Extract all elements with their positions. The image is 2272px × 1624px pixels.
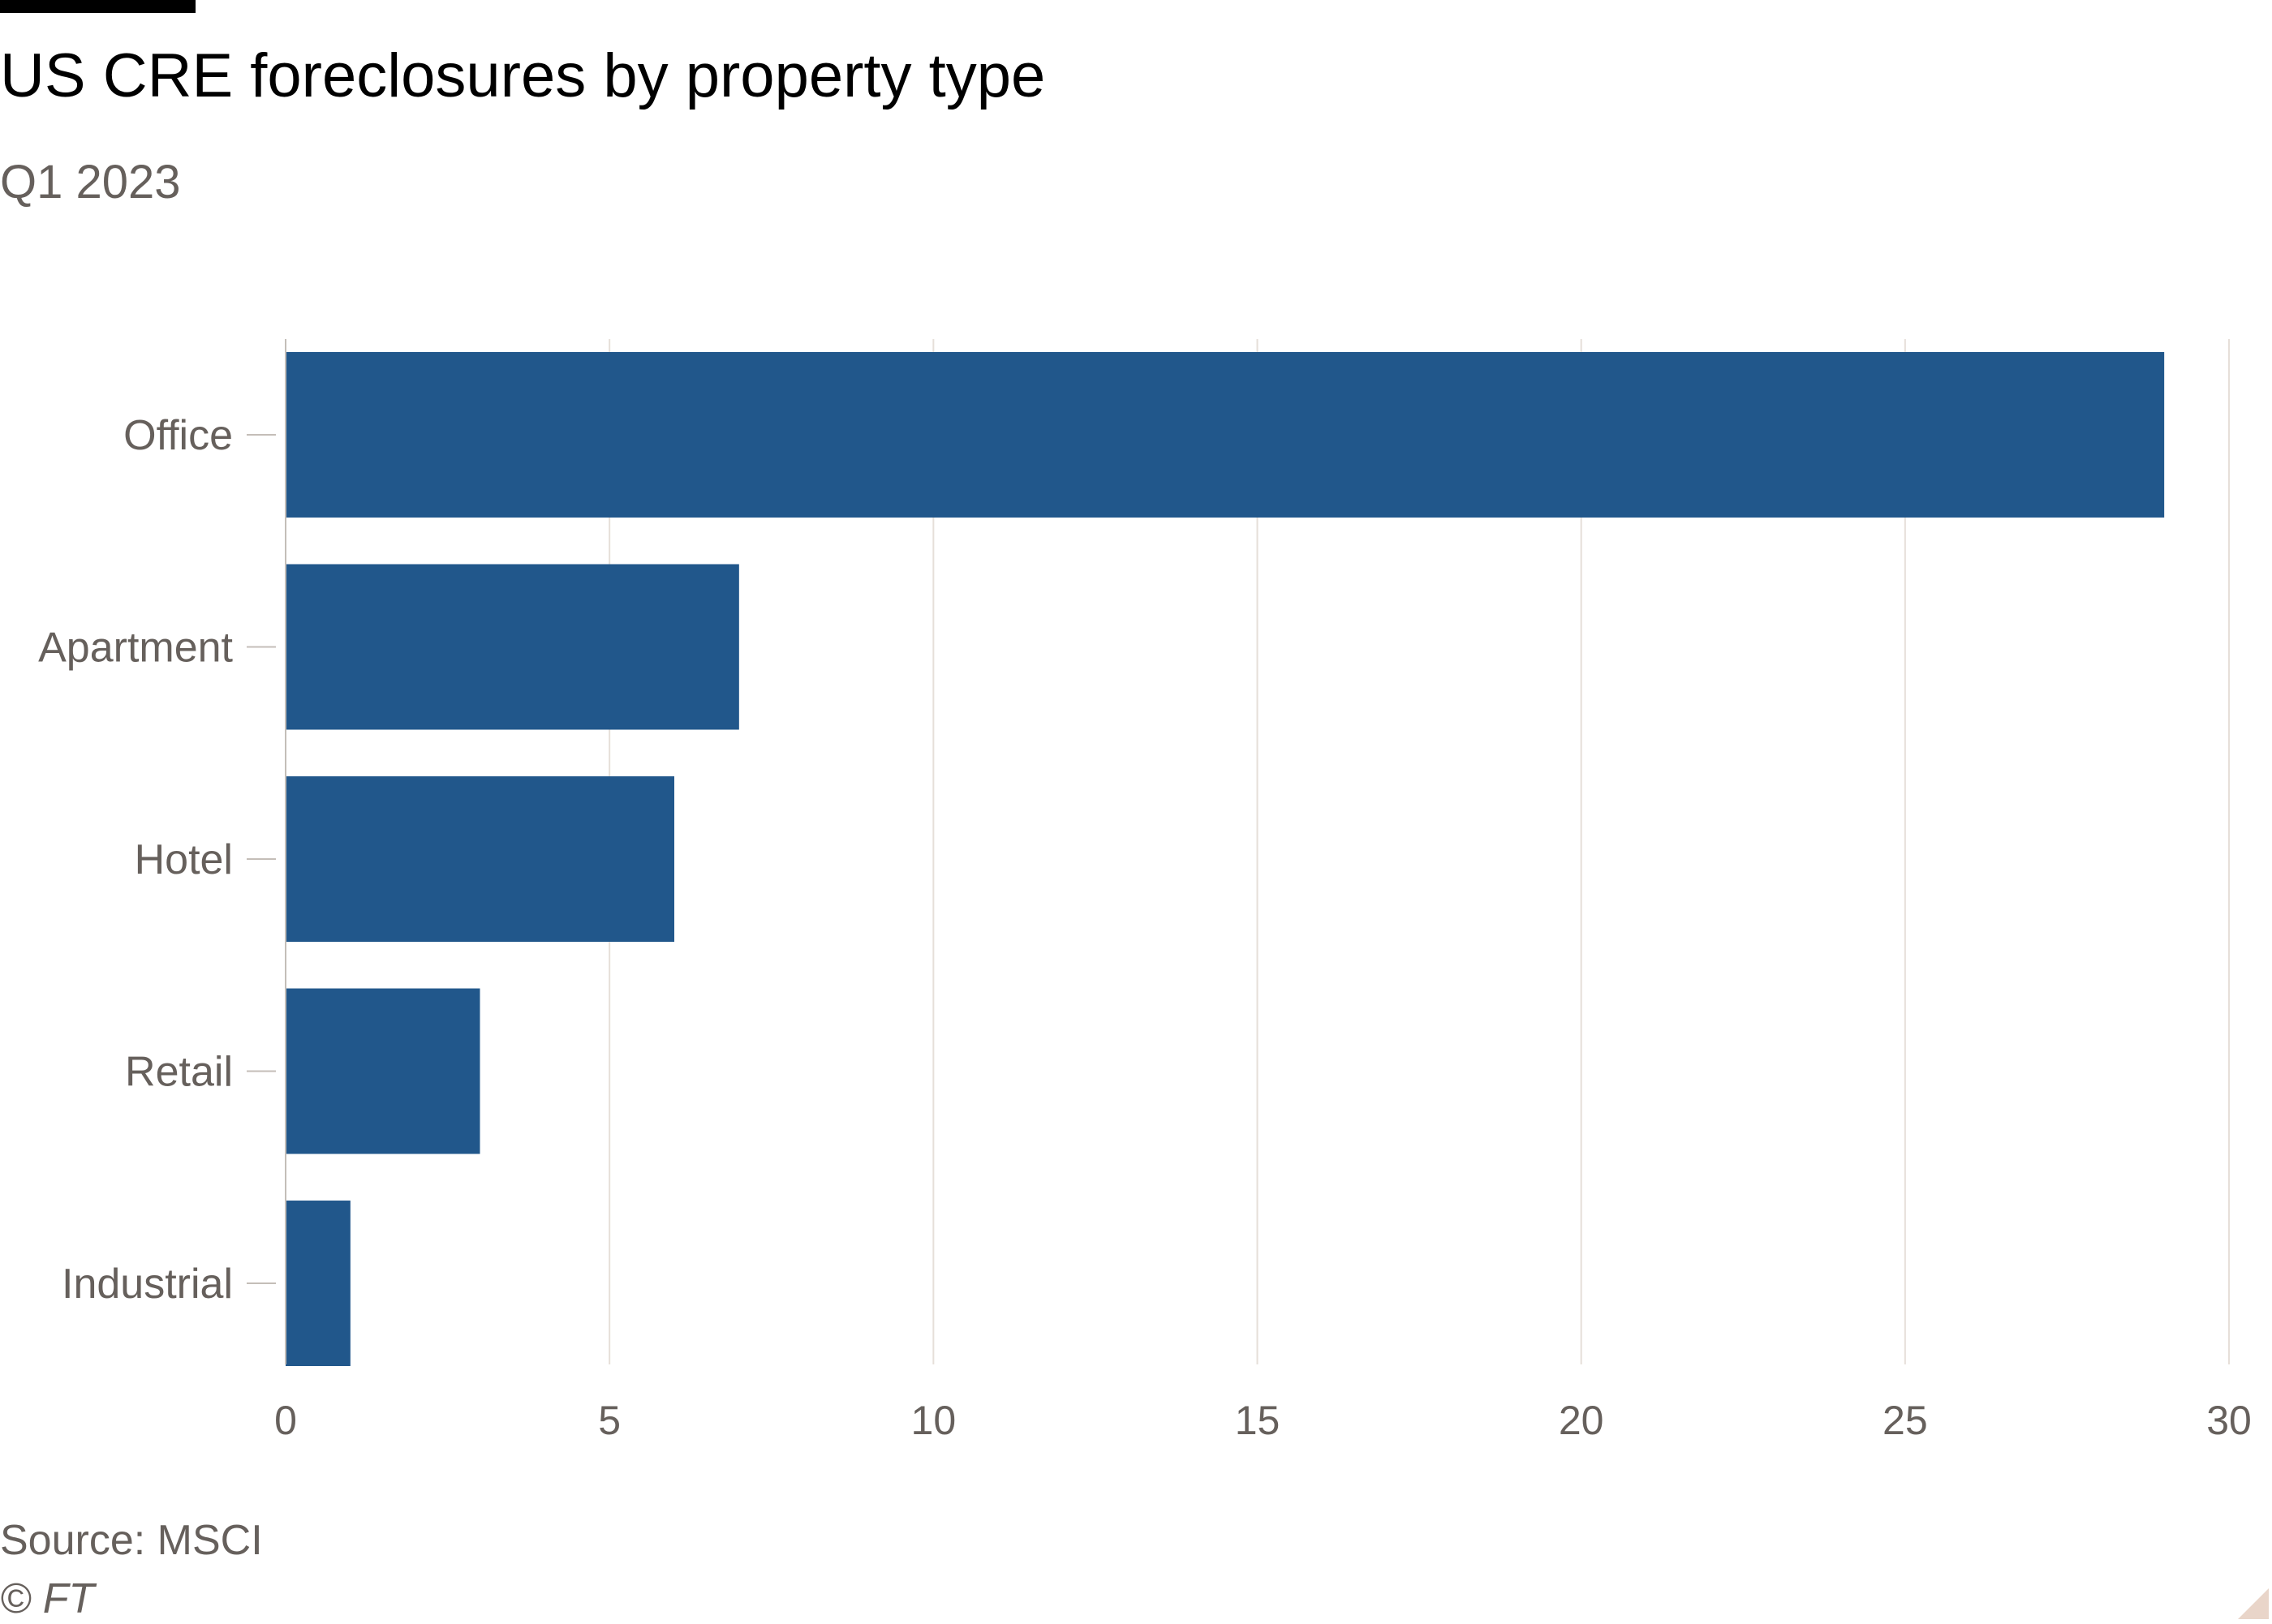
- category-label-apartment: Apartment: [38, 625, 233, 672]
- top-accent-bar: [0, 0, 196, 13]
- labels: 0 5 10 15 20 25 30 Office Apartment Hotel Retail In…: [38, 412, 2252, 1443]
- x-tick-label-20: 20: [1559, 1398, 1604, 1443]
- bar-retail: [286, 988, 480, 1154]
- category-label-retail: Retail: [125, 1049, 233, 1096]
- bar-chart: 0 5 10 15 20 25 30 Office Apartment Hotel Retail In…: [38, 339, 2252, 1443]
- copyright-note: © FT: [0, 1575, 95, 1622]
- chart-subtitle: Q1 2023: [0, 156, 181, 208]
- source-note: Source: MSCI: [0, 1517, 263, 1564]
- x-tick-label-30: 30: [2206, 1398, 2252, 1443]
- bar-industrial: [286, 1201, 351, 1366]
- chart-title: US CRE foreclosures by property type: [0, 41, 1046, 110]
- bars: [286, 352, 2165, 1366]
- category-label-industrial: Industrial: [62, 1261, 233, 1308]
- corner-fold-icon: [2238, 1588, 2269, 1619]
- bar-apartment: [286, 564, 739, 730]
- bar-office: [286, 352, 2165, 518]
- category-label-hotel: Hotel: [135, 836, 233, 883]
- axes: [247, 339, 286, 1364]
- x-tick-label-25: 25: [1883, 1398, 1928, 1443]
- x-tick-label-5: 5: [598, 1398, 621, 1443]
- x-tick-label-0: 0: [274, 1398, 297, 1443]
- category-label-office: Office: [123, 412, 233, 459]
- x-tick-label-10: 10: [911, 1398, 957, 1443]
- bar-hotel: [286, 776, 674, 942]
- x-tick-label-15: 15: [1235, 1398, 1280, 1443]
